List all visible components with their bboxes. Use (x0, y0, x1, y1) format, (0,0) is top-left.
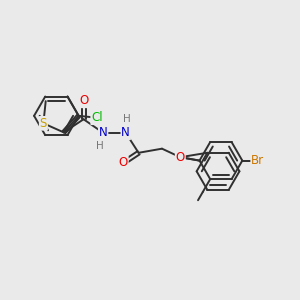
Text: H: H (96, 141, 104, 151)
Text: N: N (121, 126, 130, 139)
Text: Br: Br (251, 154, 264, 167)
Text: Cl: Cl (91, 111, 103, 124)
Text: H: H (123, 114, 131, 124)
Text: O: O (118, 157, 128, 169)
Text: N: N (99, 126, 107, 139)
Text: O: O (79, 94, 88, 107)
Text: S: S (40, 117, 47, 130)
Text: O: O (176, 151, 185, 164)
